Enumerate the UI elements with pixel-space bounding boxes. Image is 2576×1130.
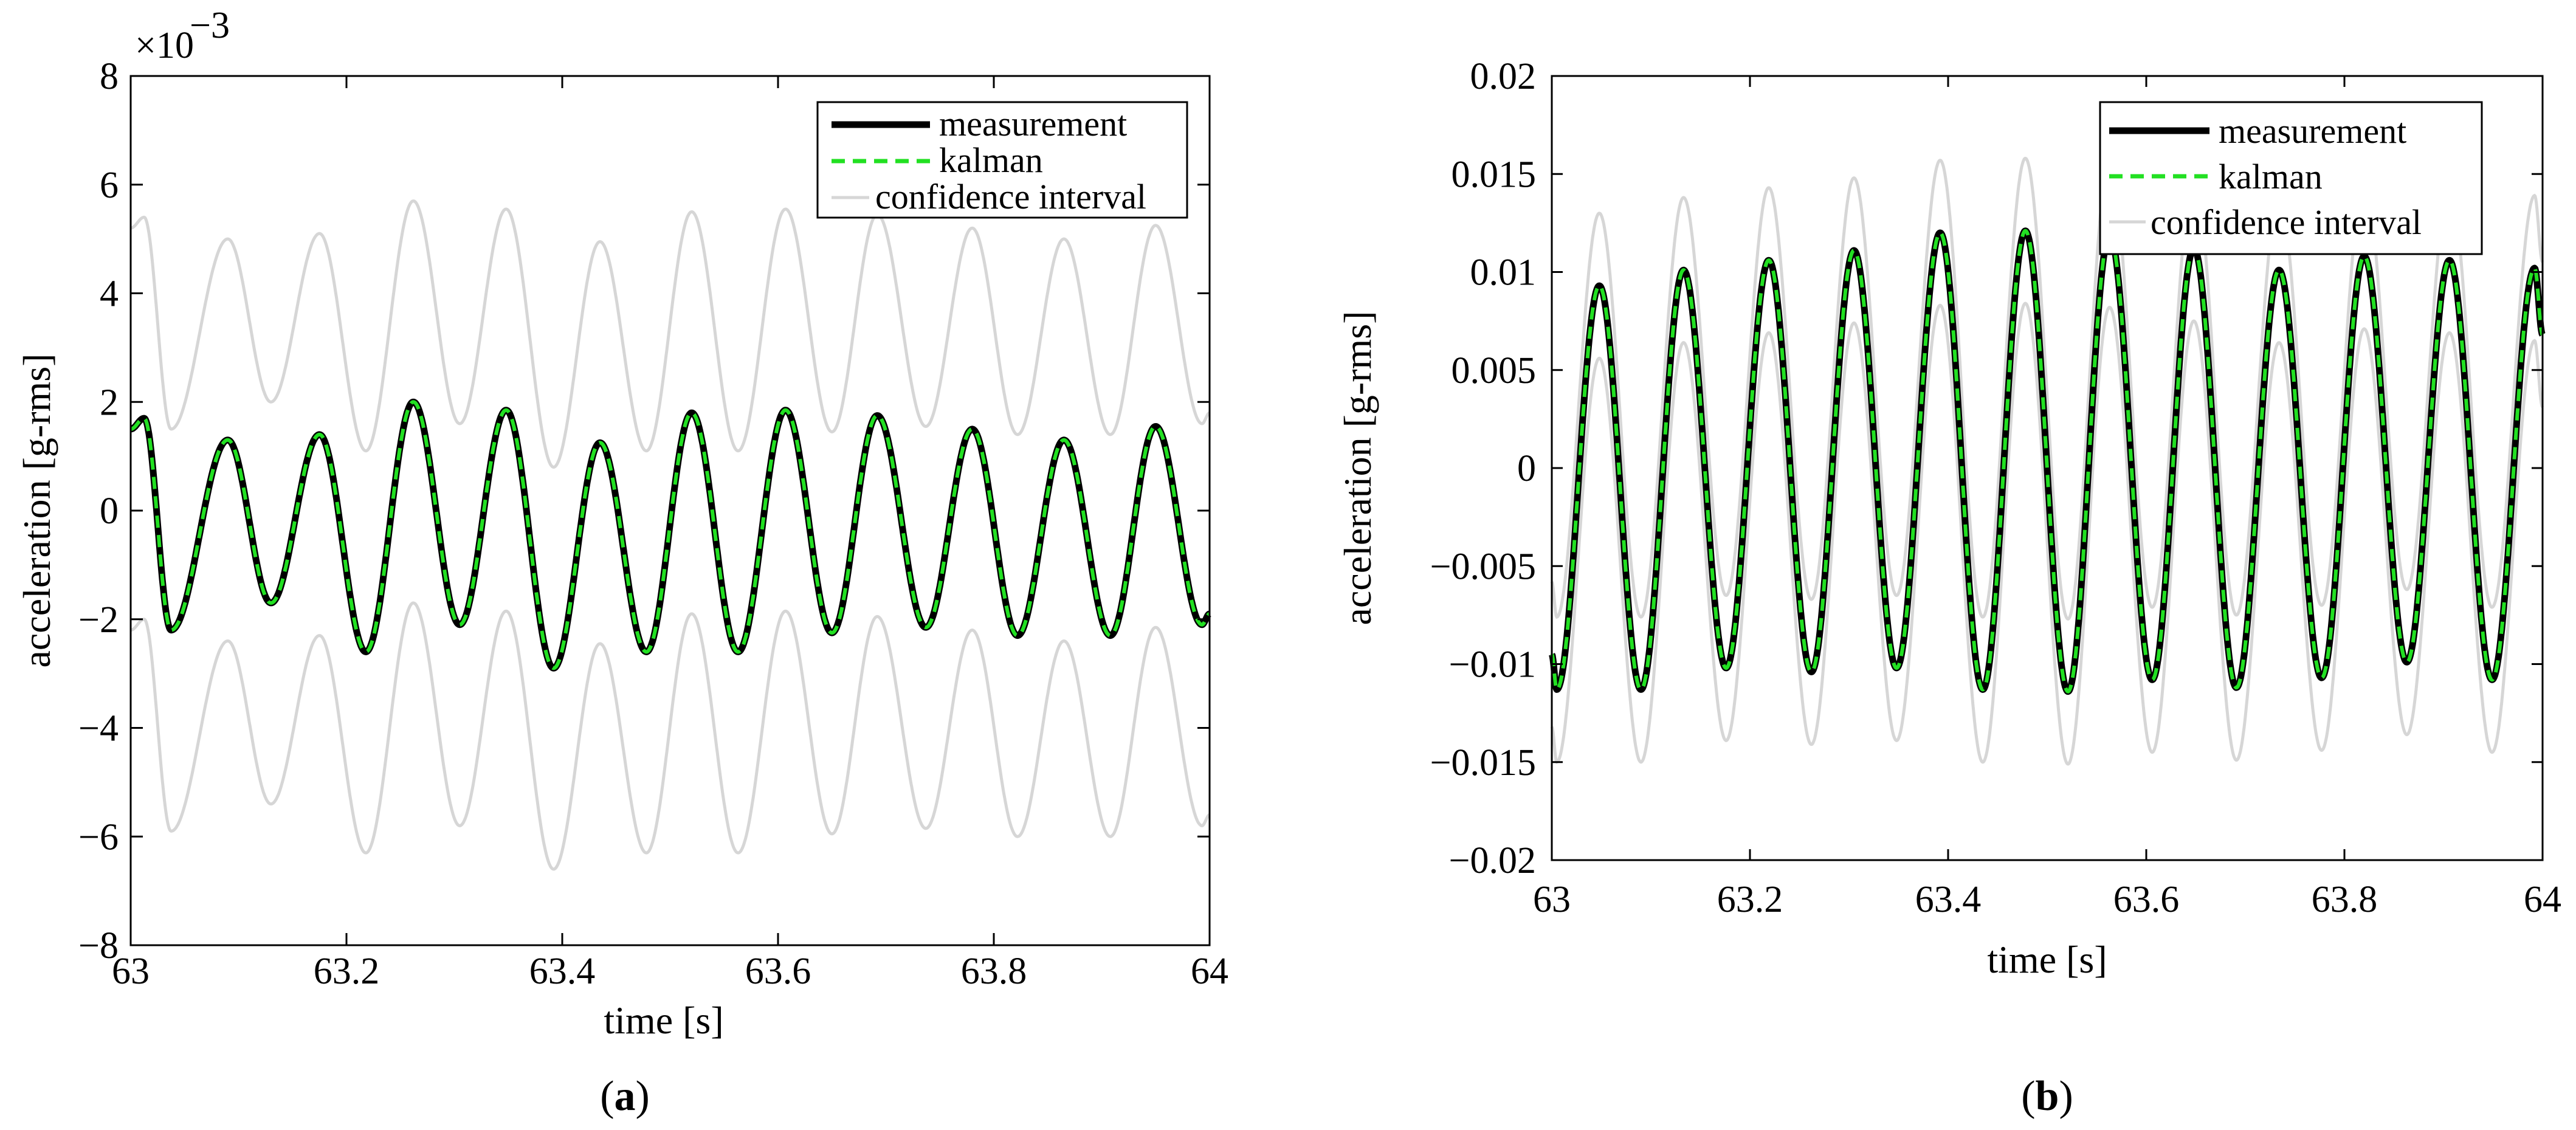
- panel-b-xtick-label: 63.2: [1717, 879, 1783, 920]
- panel-a-y-ticks: −8 −6 −4 −2 0 2 4 6 8: [78, 56, 1210, 966]
- panel-a-ytick-label: 0: [100, 491, 119, 532]
- panel-a-ytick-label: 6: [100, 165, 119, 206]
- panel-b-ytick-label: −0.02: [1449, 840, 1536, 881]
- panel-a-xtick-label: 63.8: [961, 951, 1027, 992]
- panel-b-xtick-label: 64: [2524, 879, 2561, 920]
- panel-a-xtick-label: 63: [112, 951, 150, 992]
- panel-a-x-axis-label: time [s]: [604, 999, 723, 1042]
- panel-b-legend-kalman-label: kalman: [2219, 157, 2323, 196]
- panel-b-y-ticks: −0.02 −0.015 −0.01 −0.005 0 0.005 0.01 0.015 0.0…: [1430, 56, 2543, 881]
- panel-b-x-ticks: 63 63.2 63.4 63.6 63.8 64: [1533, 76, 2561, 920]
- panel-a-exponent-power: −3: [190, 5, 230, 46]
- panel-b-xtick-label: 63.4: [1915, 879, 1982, 920]
- panel-a-exponent-base: ×10: [135, 25, 194, 66]
- panel-a-legend-kalman-label: kalman: [939, 140, 1043, 180]
- panel-b-confidence-lower-line: [1550, 301, 2544, 766]
- panel-b-legend-measurement-label: measurement: [2219, 111, 2406, 151]
- panel-a-legend-confidence-label: confidence interval: [875, 177, 1146, 216]
- panel-a-confidence-group: [130, 199, 1210, 871]
- panel-a-exponent: ×10 −3: [135, 5, 230, 66]
- panel-a-legend: measurement kalman confidence interval: [816, 101, 1188, 219]
- panel-a-y-axis-label: acceleration [g-rms]: [15, 353, 58, 667]
- panel-b: 63 63.2 63.4 63.6 63.8 64 −0.02−0.015−0.01−0.…: [1336, 56, 2561, 1120]
- panel-a: 63 63.2 63.4 63.6 63.8 64 −8 −6 −4 −2 0 2 4 6 8 time …: [15, 5, 1228, 1120]
- panel-b-signal-group: [1548, 227, 2546, 695]
- panel-b-confidence-upper-line: [1550, 156, 2544, 621]
- panel-a-caption: (a): [600, 1073, 650, 1120]
- panel-a-ytick-label: −8: [78, 925, 119, 966]
- panel-b-ytick-label: 0.02: [1470, 56, 1537, 97]
- panel-b-legend: measurement kalman confidence interval: [2099, 101, 2483, 255]
- panel-a-kalman-line: [130, 400, 1211, 670]
- panel-b-ytick-label: 0: [1517, 448, 1536, 489]
- panel-b-x-axis-label: time [s]: [1987, 938, 2107, 981]
- panel-a-xtick-label: 63.2: [314, 951, 380, 992]
- panel-b-legend-confidence-label: confidence interval: [2151, 202, 2422, 242]
- panel-b-ytick-label: −0.01: [1449, 644, 1536, 686]
- panel-b-caption: (b): [2021, 1073, 2073, 1120]
- panel-b-y-axis-label: acceleration [g-rms]: [1336, 311, 1379, 625]
- panel-a-ytick-label: 8: [100, 56, 119, 97]
- panel-a-xtick-label: 64: [1191, 951, 1228, 992]
- panel-b-kalman-line: [1550, 229, 2544, 694]
- panel-b-xtick-label: 63.8: [2312, 879, 2378, 920]
- panel-b-ytick-label: −0.015: [1430, 742, 1536, 784]
- panel-b-confidence-group: [1550, 156, 2544, 766]
- panel-a-x-ticks: 63 63.2 63.4 63.6 63.8 64: [112, 76, 1228, 992]
- panel-a-ytick-label: −2: [78, 599, 119, 641]
- panel-b-ytick-label: 0.01: [1470, 252, 1537, 294]
- panel-a-ytick-label: 4: [100, 274, 119, 315]
- panel-a-confidence-lower-line: [130, 601, 1210, 871]
- panel-a-signal-group: [128, 398, 1213, 672]
- panel-a-legend-measurement-label: measurement: [939, 104, 1127, 143]
- panel-a-confidence-upper-line: [130, 199, 1210, 469]
- panel-b-ytick-label: −0.005: [1430, 546, 1536, 587]
- panel-b-ytick-label: 0.005: [1452, 350, 1537, 391]
- panel-a-ytick-label: 2: [100, 382, 119, 423]
- panel-b-ytick-label: 0.015: [1452, 154, 1537, 195]
- panel-b-xtick-label: 63.6: [2113, 879, 2180, 920]
- panel-b-xtick-label: 63: [1533, 879, 1571, 920]
- panel-a-ytick-label: −4: [78, 708, 119, 749]
- panel-a-xtick-label: 63.6: [745, 951, 811, 992]
- panel-a-xtick-label: 63.4: [529, 951, 596, 992]
- panel-a-ytick-label: −6: [78, 816, 119, 858]
